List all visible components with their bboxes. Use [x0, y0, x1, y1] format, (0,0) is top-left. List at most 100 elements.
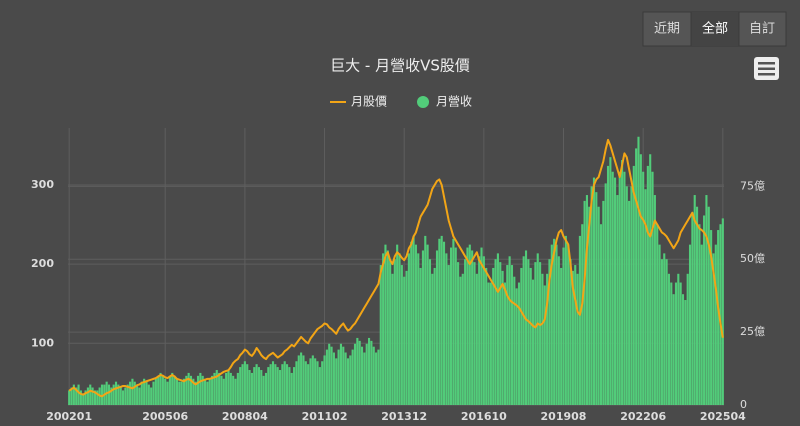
menu-line: [758, 62, 775, 65]
bar: [414, 244, 417, 405]
bar: [536, 253, 539, 405]
bar: [515, 288, 518, 405]
bar: [323, 355, 326, 405]
bar: [100, 384, 104, 405]
bar: [480, 247, 483, 405]
bar: [658, 244, 661, 405]
range-button[interactable]: 全部: [702, 21, 728, 37]
bar: [646, 165, 649, 405]
bar: [124, 387, 127, 405]
bar: [686, 273, 689, 405]
bar: [700, 244, 703, 405]
menu-line: [758, 67, 775, 70]
bar: [77, 384, 80, 405]
bar: [164, 378, 167, 405]
bar: [450, 247, 453, 405]
bar: [684, 300, 687, 405]
bar: [316, 361, 319, 405]
bar: [145, 381, 148, 405]
bar: [503, 282, 506, 405]
bar: [679, 282, 682, 405]
bar: [302, 355, 305, 405]
bar: [112, 384, 115, 405]
bar: [635, 148, 638, 405]
bar: [407, 253, 410, 405]
bar: [89, 384, 92, 405]
y-tick-label: 200: [31, 257, 54, 270]
bar: [269, 364, 272, 405]
bar: [339, 343, 342, 405]
bar: [543, 285, 546, 405]
bar: [459, 276, 462, 405]
bar: [578, 235, 581, 405]
bar: [337, 349, 340, 405]
bar: [632, 165, 635, 405]
x-tick-label: 201908: [541, 410, 587, 423]
bar: [360, 346, 364, 405]
bar: [510, 265, 514, 405]
bar: [457, 262, 460, 405]
bar: [532, 279, 535, 405]
bar: [412, 235, 415, 405]
bar: [382, 253, 385, 405]
bar: [264, 372, 268, 405]
y2-tick-label: 75億: [740, 179, 765, 192]
bar: [421, 250, 424, 405]
bar: [297, 355, 300, 405]
bar: [248, 370, 251, 405]
bar: [122, 390, 125, 405]
price-line: [68, 138, 724, 398]
bar: [346, 358, 350, 405]
bar: [375, 352, 378, 405]
bar: [391, 273, 394, 405]
bar: [574, 265, 577, 405]
bar: [178, 381, 181, 405]
bar: [304, 361, 307, 405]
bar: [644, 189, 647, 405]
bar: [520, 267, 523, 405]
bar: [225, 372, 228, 405]
bar: [691, 215, 694, 405]
y-tick-label: 100: [31, 336, 54, 349]
bar: [508, 256, 511, 405]
bar: [321, 361, 324, 405]
bar: [330, 346, 333, 405]
bar: [653, 195, 656, 405]
bar: [553, 238, 556, 405]
bar: [660, 259, 663, 405]
bar: [665, 259, 668, 405]
bar: [393, 259, 396, 405]
bar: [595, 192, 598, 405]
range-button[interactable]: 自訂: [749, 21, 775, 37]
bar: [621, 160, 624, 405]
bar: [213, 372, 216, 405]
bar: [182, 378, 186, 405]
range-button[interactable]: 近期: [654, 22, 680, 37]
bar: [86, 387, 89, 405]
bar: [262, 375, 265, 405]
bar: [663, 253, 666, 405]
bar: [180, 381, 183, 405]
x-tick-label: 200506: [142, 410, 188, 423]
bar: [168, 375, 171, 405]
bar: [445, 253, 448, 405]
bar: [499, 262, 502, 405]
bar: [466, 247, 469, 405]
bar: [571, 270, 574, 405]
bar: [267, 367, 270, 405]
bar: [260, 370, 263, 405]
menu-button[interactable]: [754, 57, 779, 80]
x-tick-label: 200201: [46, 410, 92, 423]
bar: [372, 346, 375, 405]
bar: [246, 364, 249, 405]
x-tick-label: 201102: [302, 410, 348, 423]
bar: [524, 250, 528, 405]
bar: [611, 171, 614, 405]
bar: [426, 244, 429, 405]
bar: [452, 238, 455, 405]
bar: [349, 355, 352, 405]
bar: [288, 367, 291, 405]
bar: [562, 247, 565, 405]
